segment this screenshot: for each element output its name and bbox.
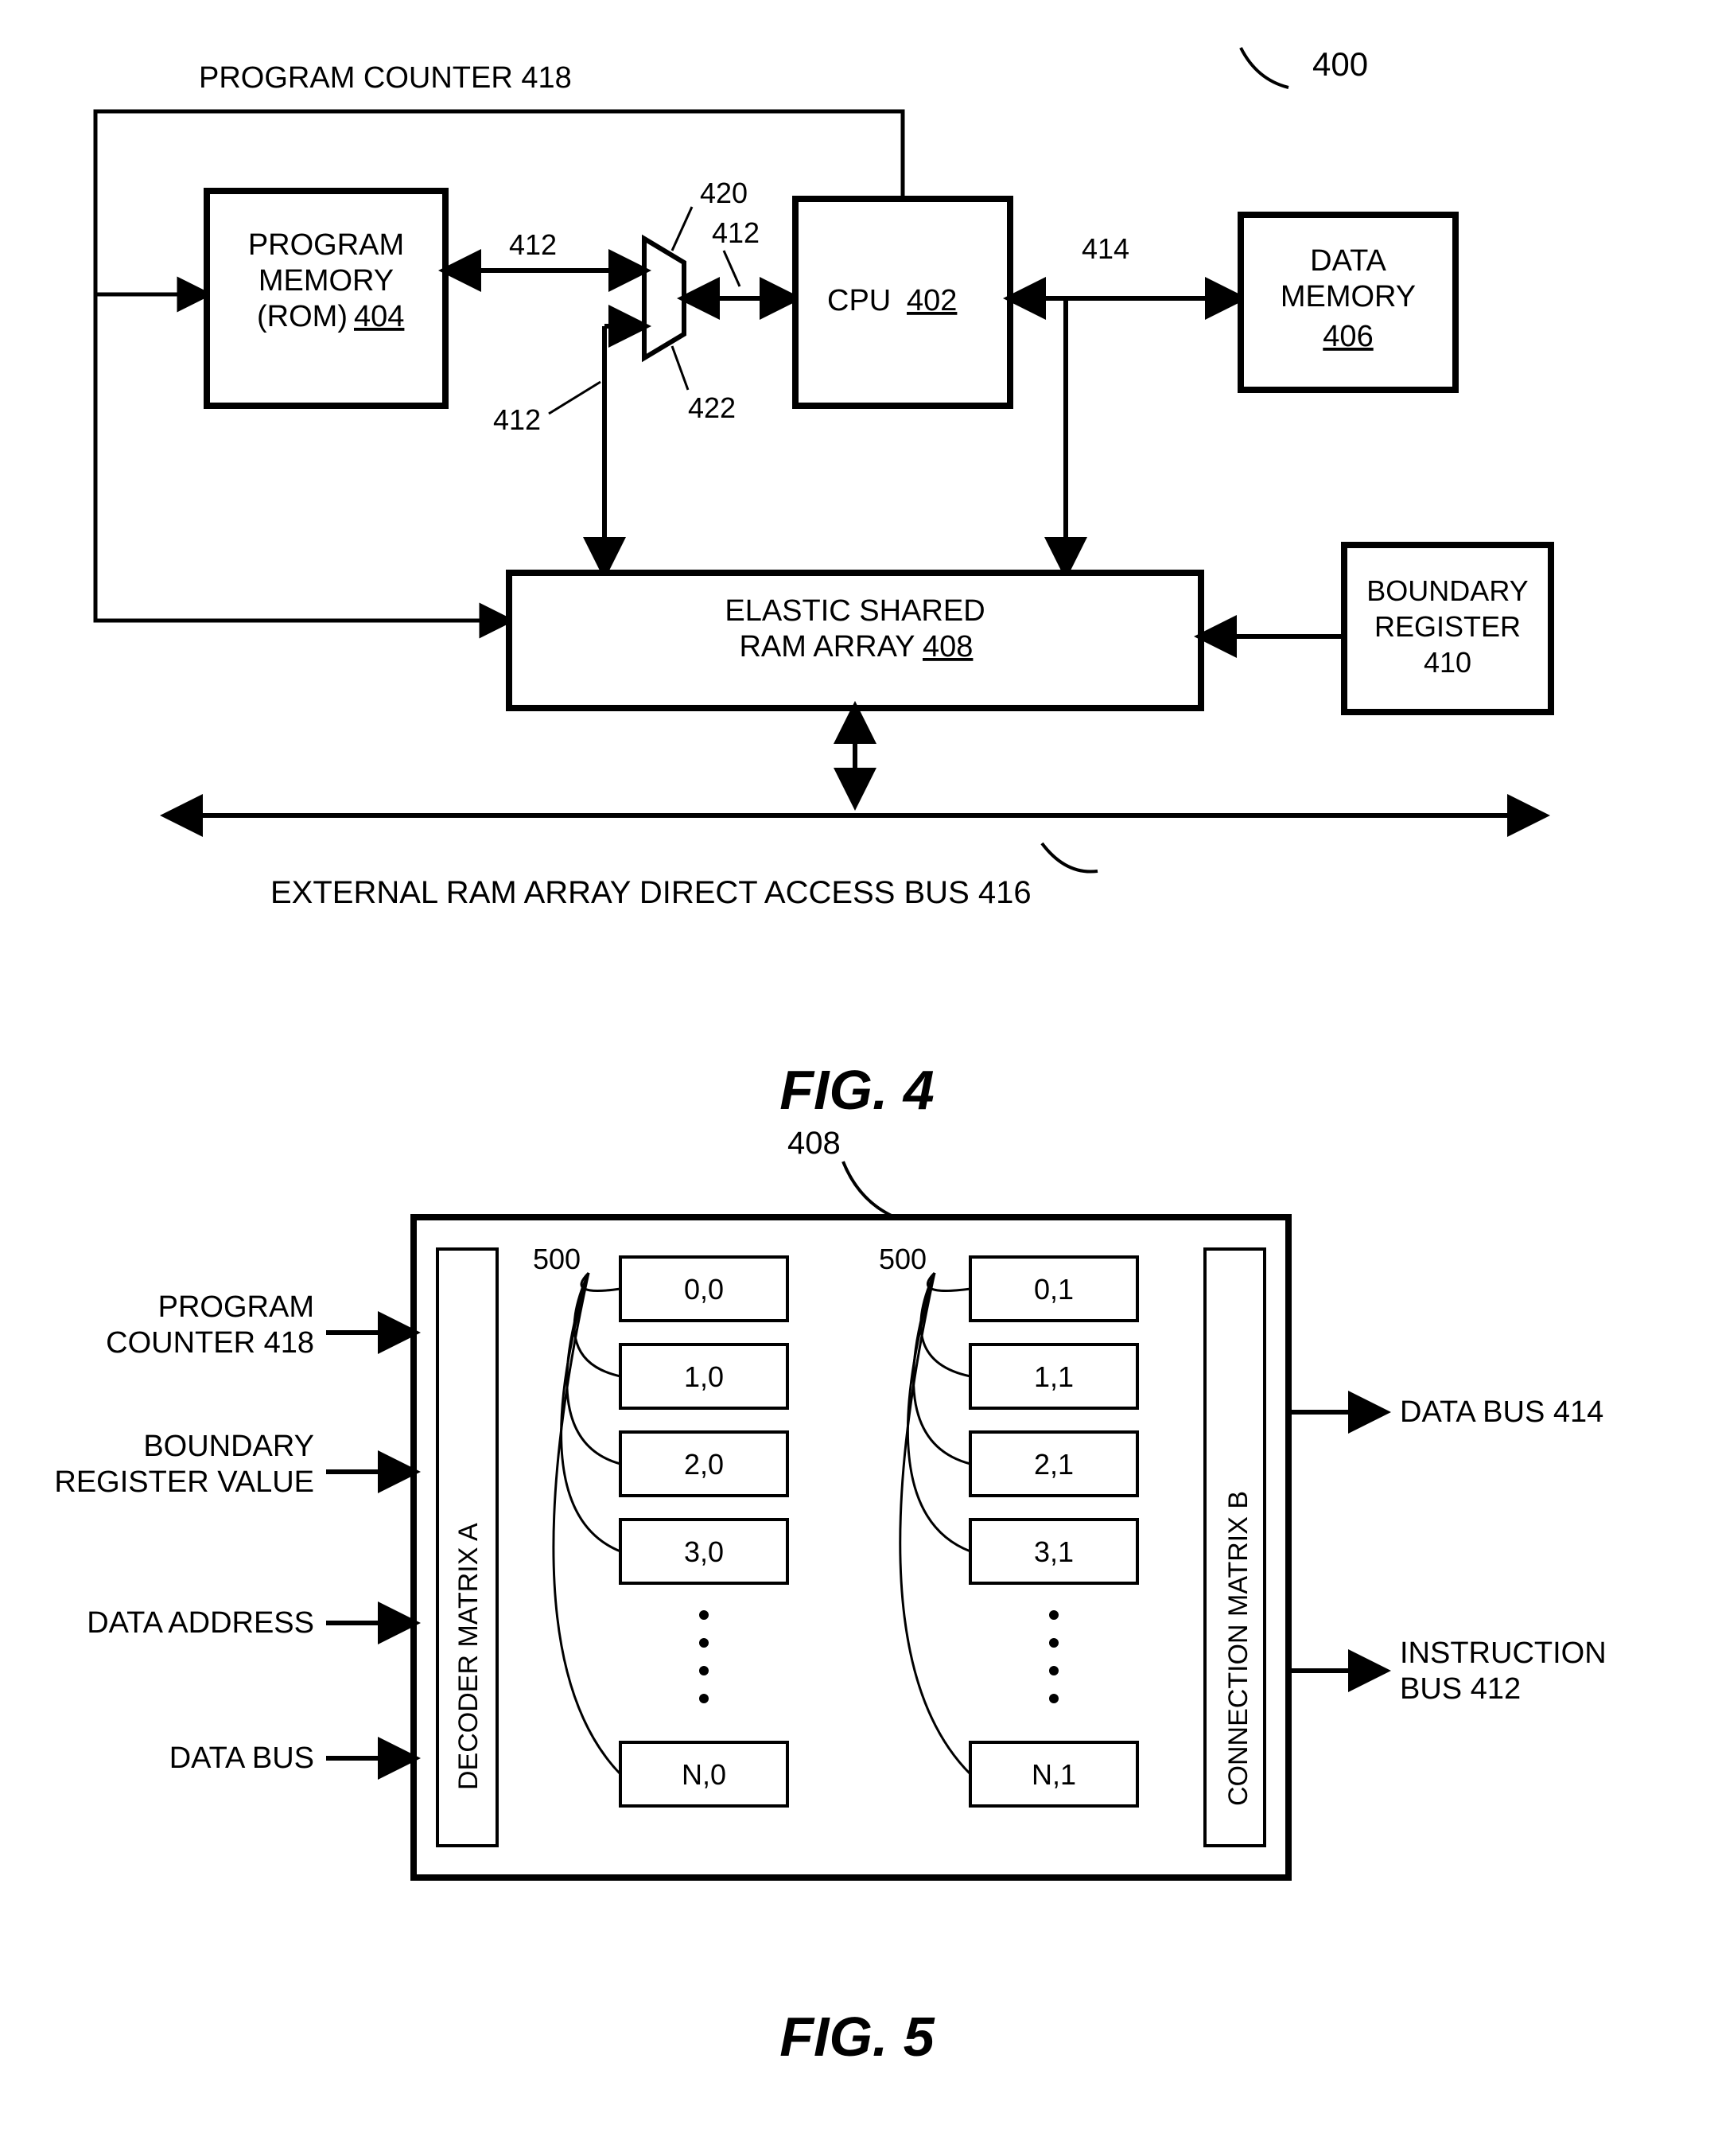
in1-l2: COUNTER 418 <box>106 1326 314 1360</box>
ref-412a: 412 <box>509 228 557 261</box>
esra-l2: RAM ARRAY <box>739 630 915 664</box>
svg-text:N,0: N,0 <box>682 1758 726 1791</box>
br-l1: BOUNDARY <box>1366 574 1528 607</box>
svg-text:1,1: 1,1 <box>1034 1360 1074 1393</box>
ref-408: 408 <box>787 1126 841 1161</box>
svg-text:N,1: N,1 <box>1032 1758 1076 1791</box>
conn-label: CONNECTION MATRIX B <box>1223 1491 1253 1806</box>
pc-label: PROGRAM COUNTER 418 <box>199 61 572 95</box>
svg-text:2,1: 2,1 <box>1034 1448 1074 1481</box>
ref-414: 414 <box>1082 232 1129 265</box>
in2-l1: BOUNDARY <box>143 1430 314 1463</box>
fig4-diagram: 400 PROGRAM COUNTER 418 PROGRAM MEMORY (… <box>32 32 1682 1050</box>
ref-420: 420 <box>700 177 748 209</box>
svg-text:0,1: 0,1 <box>1034 1273 1074 1306</box>
svg-text:2,0: 2,0 <box>684 1448 724 1481</box>
rom-l2: MEMORY <box>258 264 394 298</box>
bus-label: EXTERNAL RAM ARRAY DIRECT ACCESS BUS 416 <box>270 875 1032 910</box>
dm-l2: MEMORY <box>1281 280 1416 313</box>
svg-text:3,0: 3,0 <box>684 1535 724 1568</box>
rom-ref: 404 <box>354 300 404 333</box>
in4: DATA BUS <box>169 1742 314 1775</box>
in2-l2: REGISTER VALUE <box>54 1465 314 1499</box>
decoder-label: DECODER MATRIX A <box>453 1523 484 1790</box>
ref-400: 400 <box>1312 45 1368 83</box>
fig5-diagram: 408 DECODER MATRIX A CONNECTION MATRIX B… <box>32 1098 1682 2124</box>
out2-l2: BUS 412 <box>1400 1672 1521 1706</box>
svg-text:1,0: 1,0 <box>684 1360 724 1393</box>
fig5-caption: FIG. 5 <box>32 2005 1682 2068</box>
esra-ref: 408 <box>923 630 973 664</box>
rom-l1: PROGRAM <box>248 228 404 262</box>
svg-text:0,0: 0,0 <box>684 1273 724 1306</box>
rom-l3: (ROM) <box>257 300 348 333</box>
ref-412b: 412 <box>712 216 760 249</box>
in1-l1: PROGRAM <box>158 1290 314 1324</box>
cpu-ref: 402 <box>907 284 957 317</box>
in3: DATA ADDRESS <box>87 1606 314 1640</box>
svg-text:3,1: 3,1 <box>1034 1535 1074 1568</box>
out2-l1: INSTRUCTION <box>1400 1636 1607 1670</box>
esra-l1: ELASTIC SHARED <box>725 594 985 628</box>
dm-ref: 406 <box>1323 320 1373 353</box>
cpu-label: CPU <box>827 284 891 317</box>
out1: DATA BUS 414 <box>1400 1395 1603 1429</box>
ref-412c: 412 <box>493 403 541 436</box>
ref-500a: 500 <box>533 1243 581 1275</box>
dm-l1: DATA <box>1310 244 1386 278</box>
br-l2: REGISTER <box>1374 610 1521 643</box>
ref-500b: 500 <box>879 1243 927 1275</box>
ref-422: 422 <box>688 391 736 424</box>
br-l3: 410 <box>1424 646 1471 679</box>
